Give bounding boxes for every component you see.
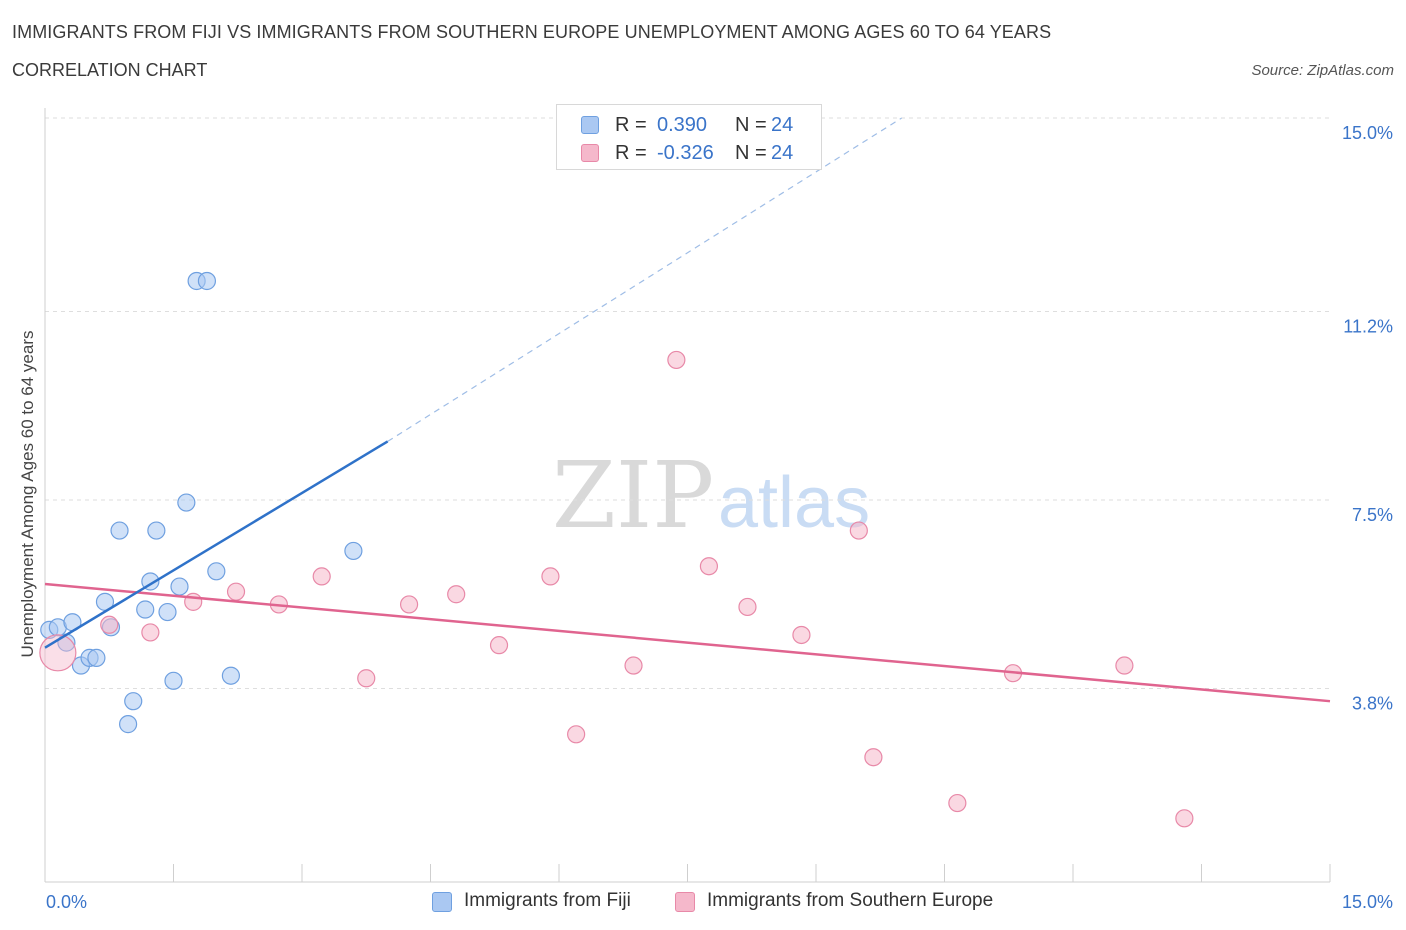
fiji-point [170,577,189,596]
y-tick-label: 15.0% [1342,123,1393,143]
y-tick-label: 3.8% [1352,693,1393,713]
legend-n-value: 24 [771,142,794,164]
southern-europe-point [948,793,967,813]
watermark-atlas: atlas [718,463,870,543]
southern-europe-points [39,350,1194,828]
fiji-point [124,692,143,711]
southern-europe-point [141,623,160,642]
fiji-points [40,271,363,734]
southern-europe-point [792,625,811,645]
fiji-point [344,541,363,561]
x-tick-label: 15.0% [1342,892,1393,912]
legend-label-southern-europe: Immigrants from Southern Europe [707,890,994,911]
fiji-point [164,671,183,690]
southern-europe-point [399,595,419,614]
legend-r-value: -0.326 [657,142,714,164]
southern-europe-point [312,567,331,586]
legend-swatch-fiji [581,116,599,134]
southern-europe-point [567,725,586,744]
legend-n-label: N = [735,114,767,136]
fiji-point [197,271,217,291]
southern-europe-point [624,656,643,675]
legend-swatch-southern-europe [675,892,695,912]
legend-label-fiji: Immigrants from Fiji [464,890,631,911]
southern-europe-trend-line [44,582,1331,703]
fiji-trend-line [44,440,389,649]
southern-europe-point [667,350,686,370]
southern-europe-point [864,748,883,767]
fiji-point [207,562,226,581]
southern-europe-point [226,582,246,601]
legend-r-value: 0.390 [657,114,708,136]
x-tick-label: 0.0% [46,892,87,912]
southern-europe-point [39,634,77,672]
fiji-point [136,600,155,619]
legend-n-value: 24 [771,114,794,136]
y-tick-label: 7.5% [1352,505,1393,525]
fiji-point [221,666,240,685]
fiji-point [147,521,166,540]
southern-europe-point [541,567,560,586]
fiji-trend-extension [387,117,902,442]
legend-n-label: N = [735,142,767,164]
southern-europe-point [849,521,868,540]
fiji-point [110,521,129,540]
y-tick-label: 11.2% [1343,317,1393,337]
source-label: Source: ZipAtlas.com [1251,62,1394,79]
fiji-point [177,493,196,512]
southern-europe-point [738,597,757,617]
legend-r-label: R = [615,114,647,136]
legend-r-label: R = [615,142,647,164]
chart-subtitle: CORRELATION CHART [12,60,208,80]
southern-europe-point [489,636,509,655]
legend-swatch-fiji [432,892,452,912]
fiji-point [118,715,138,734]
correlation-legend: R = 0.390 N = 24 R = -0.326 N = 24 [556,104,822,170]
southern-europe-point [1175,809,1194,828]
fiji-point [87,648,106,667]
southern-europe-point [1115,656,1134,675]
southern-europe-point [357,669,376,688]
fiji-point [158,602,177,622]
southern-europe-point [699,557,719,576]
southern-europe-point [100,615,119,634]
y-axis-label: Unemployment Among Ages 60 to 64 years [18,331,37,658]
chart-title: IMMIGRANTS FROM FIJI VS IMMIGRANTS FROM … [12,22,1052,42]
southern-europe-point [447,585,466,604]
watermark-zip: ZIP [552,442,714,549]
legend-swatch-southern-europe [581,144,599,162]
